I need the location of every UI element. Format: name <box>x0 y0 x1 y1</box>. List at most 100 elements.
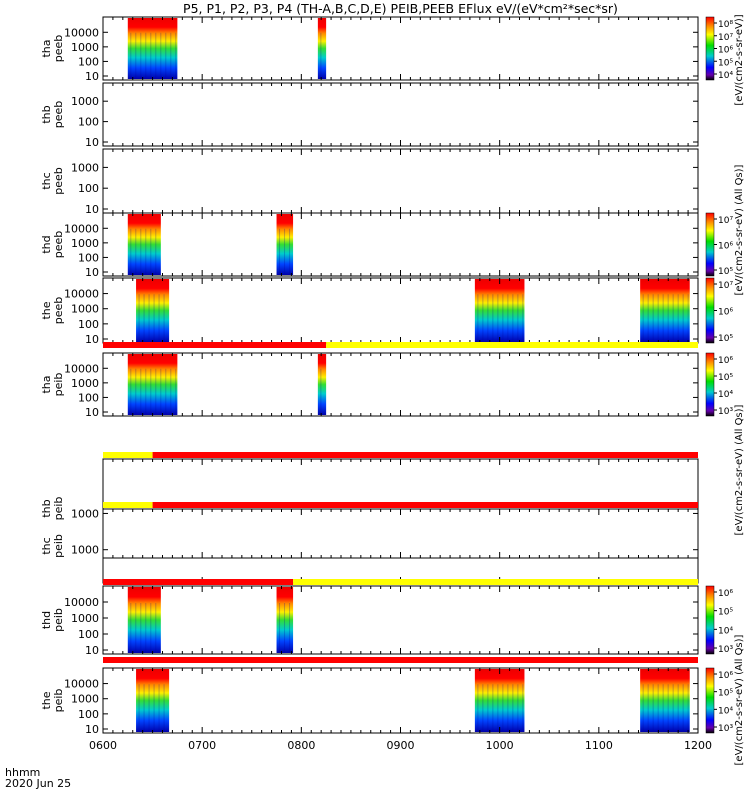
panel-label-probe: thd <box>40 235 53 253</box>
mode-bar-yellow <box>103 452 153 458</box>
panel-frame <box>102 212 699 277</box>
colorbar-tick-label: 10⁴ <box>718 626 733 636</box>
time-axis-label: hhmm <box>5 766 41 779</box>
y-tick-label: 10 <box>85 333 99 346</box>
panel-label-product: peib <box>52 497 65 521</box>
panel-thc-peib: 1000 thcpeib <box>40 508 699 584</box>
y-tick-label: 1000 <box>71 507 99 520</box>
panel-label-probe: thc <box>40 537 53 554</box>
mode-bar-yellow <box>293 579 698 585</box>
panel-label: thcpeeb <box>40 167 65 195</box>
panel-label: thdpeeb <box>40 231 65 259</box>
colorbar-tick-label: 10⁵ <box>718 58 733 68</box>
panel-label-product: peeb <box>52 167 65 195</box>
mode-bar-yellow <box>103 502 153 508</box>
panel-label: thbpeeb <box>40 101 65 129</box>
panel-label: thdpeib <box>40 608 65 632</box>
y-tick-label: 100 <box>78 55 99 68</box>
colorbar-tick-label: 10⁴ <box>718 390 733 400</box>
x-tick-label: 1000 <box>486 739 514 752</box>
colorbar-tick-label: 10⁷ <box>718 33 733 43</box>
spectrogram-block <box>127 18 178 79</box>
colorbar-tick-label: 10⁶ <box>718 242 733 252</box>
colorbar-tick-label: 10⁸ <box>718 20 733 30</box>
panel-label: thcpeib <box>40 534 65 558</box>
panel-thb-peeb: 10 100 1000 thbpeeb <box>40 82 699 149</box>
y-tick-label: 1000 <box>71 693 99 706</box>
y-tick-label: 10 <box>85 203 99 216</box>
y-tick-label: 100 <box>78 391 99 404</box>
colorbar-tick-label: 10⁶ <box>718 46 733 56</box>
y-tick-label: 10 <box>85 266 99 279</box>
panel-label-probe: the <box>40 691 53 709</box>
colorbar-tick-label: 10⁷ <box>718 281 733 291</box>
y-tick-label: 10 <box>85 70 99 83</box>
panel-label-probe: thc <box>40 172 53 189</box>
y-tick-label: 10000 <box>64 288 99 301</box>
y-tick-label: 1000 <box>71 237 99 250</box>
colorbar-units-label: [eV/(cm2-s-sr-eV)] <box>734 14 745 105</box>
panel-label-probe: tha <box>40 375 53 393</box>
colorbar-tick-label: 10³ <box>718 407 733 417</box>
panel-frame <box>102 667 699 734</box>
colorbar-tick-label: 10⁴ <box>718 71 733 81</box>
panel-label-product: peeb <box>52 231 65 259</box>
mode-bar-red <box>152 502 699 508</box>
panel-frame <box>102 277 699 344</box>
colorbar-tick-label: 10⁵ <box>718 373 733 383</box>
panel-label: thapeeb <box>40 35 65 63</box>
y-tick-label: 100 <box>78 318 99 331</box>
x-tick-label: 0700 <box>188 739 216 752</box>
y-tick-label: 10 <box>85 136 99 149</box>
y-tick-label: 1000 <box>71 303 99 316</box>
spectrogram-block <box>127 587 161 653</box>
panel-label-probe: thd <box>40 611 53 629</box>
colorbar <box>705 667 715 734</box>
colorbar-tick-label: 10⁷ <box>718 216 733 226</box>
y-tick-label: 100 <box>78 116 99 129</box>
panel-label-probe: tha <box>40 39 53 57</box>
mode-bar-red <box>103 579 294 585</box>
panel-frame <box>102 82 699 147</box>
spectrogram-block <box>276 214 294 275</box>
y-tick-label: 1000 <box>71 95 99 108</box>
panel-label: thbpeib <box>40 497 65 521</box>
spectrogram-block <box>136 279 170 342</box>
colorbar-tick-label: 10⁶ <box>718 308 733 318</box>
panel-label-product: peeb <box>52 297 65 325</box>
colorbar-tick-label: 10⁶ <box>718 671 733 681</box>
spectrogram-block <box>127 214 161 275</box>
spectrogram-block <box>474 279 525 342</box>
colorbar-tick-label: 10⁵ <box>718 267 733 277</box>
colorbar <box>705 352 715 417</box>
colorbar-tick-label: 10⁴ <box>718 706 733 716</box>
colorbar-tick-label: 10⁵ <box>718 334 733 344</box>
y-tick-label: 1000 <box>71 161 99 174</box>
y-tick-label: 10000 <box>64 678 99 691</box>
y-tick-label: 10000 <box>64 26 99 39</box>
spectrogram-block <box>317 18 327 79</box>
y-tick-label: 10000 <box>64 596 99 609</box>
panel-label: thapeib <box>40 373 65 397</box>
y-tick-label: 10000 <box>64 222 99 235</box>
panel-group: 10100100010000thapeeb10⁴10⁵10⁶10⁷10⁸1010… <box>40 14 745 765</box>
y-tick-label: 1000 <box>71 41 99 54</box>
colorbar-units-label: [eV/(cm2-s-sr-eV) (All Qs)] <box>734 634 745 765</box>
x-tick-label: 0800 <box>287 739 315 752</box>
x-tick-label: 1100 <box>585 739 613 752</box>
colorbar-tick-label: 10³ <box>718 645 733 655</box>
figure-title: P5, P1, P2, P3, P4 (TH-A,B,C,D,E) PEIB,P… <box>183 1 618 16</box>
panel-label-product: peib <box>52 534 65 558</box>
spectrogram-block <box>317 354 327 415</box>
panel-label: thepeeb <box>40 297 65 325</box>
panel-frame <box>102 16 699 81</box>
y-tick-label: 100 <box>78 182 99 195</box>
mode-bar-red <box>103 342 327 348</box>
colorbar-tick-label: 10⁶ <box>718 589 733 599</box>
panel-label-product: peib <box>52 373 65 397</box>
panel-frame <box>102 148 699 214</box>
